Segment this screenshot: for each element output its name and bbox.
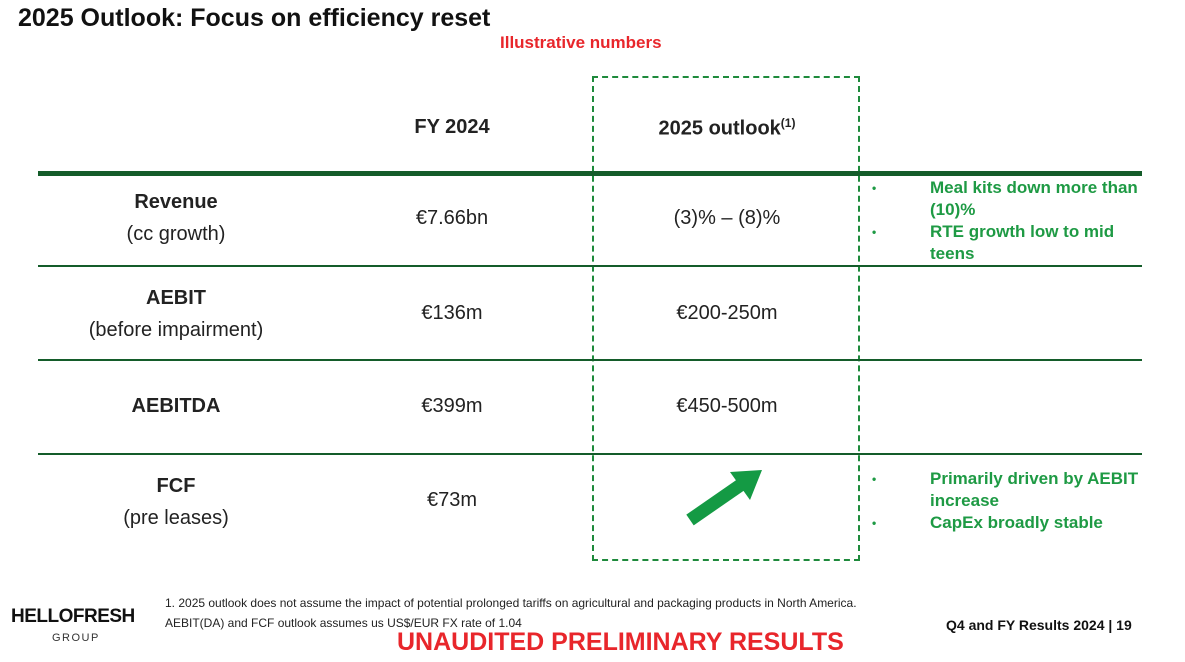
note-item: CapEx broadly stable [868,512,1158,534]
header-outlook: 2025 outlook(1) [589,116,865,141]
fcf-fy2024: €73m [426,489,478,511]
row-divider [38,359,1142,361]
label: AEBIT [146,287,206,309]
aebitda-outlook: €450-500m [676,395,778,417]
aebit-fy2024: €136m [421,302,483,324]
header-outlook-text: 2025 outlook [658,117,781,140]
note-item: RTE growth low to mid teens [868,221,1158,265]
row-divider [38,265,1142,267]
page-label: Q4 and FY Results 2024 | 19 [946,617,1132,633]
row-label-aebit: AEBIT (before impairment) [38,282,314,346]
row-label-aebitda: AEBITDA [38,390,314,422]
aebit-outlook: €200-250m [676,302,778,324]
label: AEBITDA [131,395,221,417]
header-divider [38,171,1142,176]
label: FCF [156,475,196,497]
sublabel: (before impairment) [88,319,264,341]
revenue-notes: Meal kits down more than (10)% RTE growt… [868,177,1158,265]
revenue-fy2024: €7.66bn [415,207,489,229]
unaudited-banner: UNAUDITED PRELIMINARY RESULTS [397,628,844,656]
logo-subtitle: GROUP [52,632,100,644]
illustrative-label: Illustrative numbers [500,33,662,52]
header-fy2024: FY 2024 [414,116,490,138]
note-item: Primarily driven by AEBIT increase [868,468,1158,512]
label: Revenue [134,191,218,213]
footnote-1: 1. 2025 outlook does not assume the impa… [165,596,857,610]
aebitda-fy2024: €399m [421,395,483,417]
note-item: Meal kits down more than (10)% [868,177,1158,221]
footnotes: 1. 2025 outlook does not assume the impa… [165,593,857,633]
up-arrow-icon [686,470,762,526]
row-label-fcf: FCF (pre leases) [38,470,314,534]
outlook-highlight-box [592,76,860,561]
page-title: 2025 Outlook: Focus on efficiency reset [18,4,491,32]
sublabel: (cc growth) [126,223,226,245]
revenue-outlook: (3)% – (8)% [673,207,781,229]
footnote-2: AEBIT(DA) and FCF outlook assumes us US$… [165,616,522,630]
footnote-ref: (1) [780,116,796,130]
hellofresh-logo: HELLOFRESH [11,606,135,627]
fcf-notes: Primarily driven by AEBIT increase CapEx… [868,468,1158,534]
row-divider [38,453,1142,455]
row-label-revenue: Revenue (cc growth) [38,186,314,250]
sublabel: (pre leases) [123,507,229,529]
